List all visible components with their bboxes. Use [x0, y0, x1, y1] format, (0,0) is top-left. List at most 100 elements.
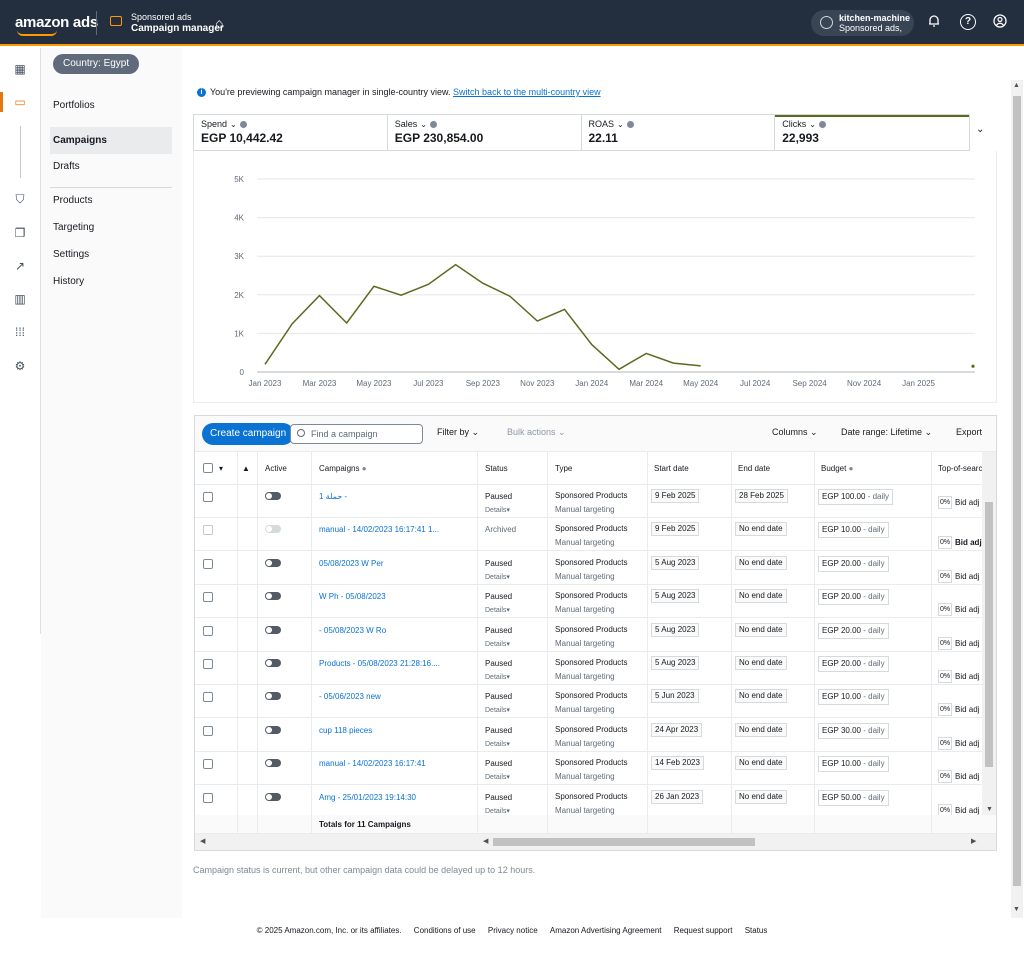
- settings-gear-icon[interactable]: ⚙: [14, 359, 26, 373]
- campaign-name-link[interactable]: W Ph - 05/08/2023: [319, 592, 386, 602]
- campaign-name-link[interactable]: 05/08/2023 W Per: [319, 558, 384, 568]
- budget-field[interactable]: EGP 10.00 - daily: [818, 522, 889, 539]
- columns-dropdown[interactable]: Columns ⌄: [772, 427, 818, 438]
- end-date-field[interactable]: No end date: [735, 589, 787, 604]
- create-campaign-button[interactable]: Create campaign: [202, 423, 295, 445]
- budget-field[interactable]: EGP 100.00 - daily: [818, 489, 894, 505]
- end-date-field[interactable]: No end date: [735, 522, 787, 537]
- page-scroll-thumb[interactable]: [1013, 96, 1021, 886]
- budget-field[interactable]: EGP 10.00 - daily: [818, 756, 889, 773]
- product-title[interactable]: Sponsored ads Campaign manager: [131, 12, 224, 34]
- metric-roas[interactable]: ROAS ⌄ 22.11: [582, 115, 776, 150]
- active-toggle[interactable]: [265, 525, 281, 534]
- end-date-field[interactable]: No end date: [735, 756, 787, 771]
- campaign-name-link[interactable]: manual - 14/02/2023 16:17:41 1...: [319, 525, 440, 535]
- row-checkbox[interactable]: [203, 625, 213, 636]
- status-details-dropdown[interactable]: Details▾: [485, 740, 510, 748]
- metric-spend[interactable]: Spend ⌄ EGP 10,442.42: [194, 115, 388, 150]
- row-checkbox[interactable]: [203, 492, 213, 502]
- bid-adjustment-percent[interactable]: 0%: [938, 496, 953, 509]
- dashboard-icon[interactable]: ▦: [14, 62, 26, 76]
- table-horizontal-scrollbar[interactable]: ◀ ◀ ▶: [195, 834, 996, 850]
- row-checkbox[interactable]: [203, 659, 213, 669]
- row-checkbox[interactable]: [203, 525, 213, 536]
- start-date-field[interactable]: 5 Aug 2023: [651, 656, 700, 670]
- status-details-dropdown[interactable]: Details▾: [485, 640, 510, 648]
- start-date-field[interactable]: 5 Aug 2023: [651, 555, 700, 570]
- home-icon[interactable]: ⌂: [215, 15, 224, 31]
- active-toggle[interactable]: [265, 725, 281, 734]
- shield-icon[interactable]: ⛉: [15, 192, 25, 206]
- header-active[interactable]: Active: [265, 464, 287, 473]
- budget-field[interactable]: EGP 20.00 - daily: [818, 656, 889, 672]
- metric-sales[interactable]: Sales ⌄ EGP 230,854.00: [388, 115, 582, 150]
- header-status[interactable]: Status: [485, 464, 508, 473]
- user-profile-icon[interactable]: [992, 14, 1008, 30]
- start-date-field[interactable]: 5 Aug 2023: [651, 622, 700, 637]
- scroll-right-icon[interactable]: ▶: [971, 838, 977, 845]
- end-date-field[interactable]: No end date: [735, 789, 787, 804]
- campaign-name-link[interactable]: - 05/08/2023 W Ro: [319, 625, 387, 635]
- start-date-field[interactable]: 9 Feb 2025: [651, 522, 700, 537]
- nav-targeting[interactable]: Targeting: [53, 222, 95, 233]
- campaign-name-link[interactable]: cup 118 pieces: [319, 725, 373, 735]
- reports-icon[interactable]: ▥: [14, 292, 26, 306]
- scroll-down-icon[interactable]: ▼: [986, 806, 993, 813]
- status-link[interactable]: Status: [744, 926, 768, 935]
- row-checkbox[interactable]: [203, 725, 213, 736]
- row-checkbox[interactable]: [203, 592, 213, 603]
- nav-settings[interactable]: Settings: [53, 249, 90, 260]
- campaign-name-link[interactable]: manual - 14/02/2023 16:17:41: [319, 759, 426, 769]
- nav-campaigns[interactable]: Campaigns: [50, 127, 172, 154]
- privacy-notice-link[interactable]: Privacy notice: [487, 926, 538, 935]
- active-toggle[interactable]: [265, 558, 281, 567]
- bid-adjustment-percent[interactable]: 0%: [938, 569, 953, 583]
- start-date-field[interactable]: 5 Jun 2023: [651, 689, 699, 704]
- chevron-down-icon[interactable]: ⌄: [420, 120, 427, 129]
- scroll-left-icon[interactable]: ◀: [483, 838, 489, 845]
- bid-adjustment-percent[interactable]: 0%: [938, 636, 953, 650]
- bulk-actions-dropdown[interactable]: Bulk actions ⌄: [507, 427, 566, 438]
- active-toggle[interactable]: [265, 792, 281, 801]
- start-date-field[interactable]: 9 Feb 2025: [651, 489, 700, 503]
- status-details-dropdown[interactable]: Details▾: [485, 774, 510, 782]
- status-details-dropdown[interactable]: Details▾: [485, 507, 510, 514]
- select-menu-chevron-icon[interactable]: ▾: [219, 464, 224, 473]
- apps-grid-icon[interactable]: ⁞⁞⁞: [14, 325, 25, 339]
- budget-field[interactable]: EGP 20.00 - daily: [818, 555, 889, 572]
- filter-by-dropdown[interactable]: Filter by ⌄: [437, 427, 479, 438]
- row-checkbox[interactable]: [203, 759, 213, 770]
- campaign-name-link[interactable]: حملة 1 -: [319, 492, 348, 501]
- budget-field[interactable]: EGP 50.00 - daily: [818, 789, 889, 806]
- status-details-dropdown[interactable]: Details▾: [485, 607, 510, 615]
- table-vscroll-thumb[interactable]: [985, 502, 993, 767]
- request-support-link[interactable]: Request support: [673, 926, 733, 935]
- budget-field[interactable]: EGP 10.00 - daily: [818, 689, 889, 706]
- row-checkbox[interactable]: [203, 558, 213, 569]
- header-budget[interactable]: Budget ●: [821, 464, 853, 473]
- country-selector[interactable]: Country: Egypt: [53, 54, 140, 74]
- bid-adjustment-percent[interactable]: 0%: [938, 770, 953, 784]
- scroll-up-icon[interactable]: ▲: [1013, 82, 1020, 89]
- status-details-dropdown[interactable]: Details▾: [485, 707, 510, 715]
- campaign-manager-rail-icon[interactable]: ▭: [14, 95, 26, 109]
- expand-metrics-chevron-icon[interactable]: ⌄: [976, 124, 985, 135]
- nav-history[interactable]: History: [53, 276, 85, 287]
- nav-portfolios[interactable]: Portfolios: [53, 100, 95, 111]
- start-date-field[interactable]: 5 Aug 2023: [651, 589, 700, 604]
- campaign-name-link[interactable]: Products - 05/08/2023 21:28:16....: [319, 659, 440, 668]
- conditions-of-use-link[interactable]: Conditions of use: [413, 926, 476, 935]
- end-date-field[interactable]: No end date: [735, 689, 787, 704]
- date-range-dropdown[interactable]: Date range: Lifetime ⌄: [841, 427, 932, 438]
- campaign-name-link[interactable]: Amg - 25/01/2023 19:14:30: [319, 792, 416, 802]
- advertising-agreement-link[interactable]: Amazon Advertising Agreement: [549, 926, 662, 935]
- active-toggle[interactable]: [265, 692, 281, 701]
- active-toggle[interactable]: [265, 659, 281, 667]
- page-scrollbar[interactable]: ▲ ▼: [1011, 80, 1023, 918]
- budget-field[interactable]: EGP 30.00 - daily: [818, 722, 889, 739]
- amazon-ads-logo[interactable]: amazon ads: [15, 13, 98, 31]
- header-end-date[interactable]: End date: [738, 464, 771, 473]
- campaign-search-input[interactable]: Find a campaign: [290, 424, 423, 444]
- end-date-field[interactable]: No end date: [735, 722, 787, 737]
- chevron-down-icon[interactable]: ⌄: [230, 120, 237, 129]
